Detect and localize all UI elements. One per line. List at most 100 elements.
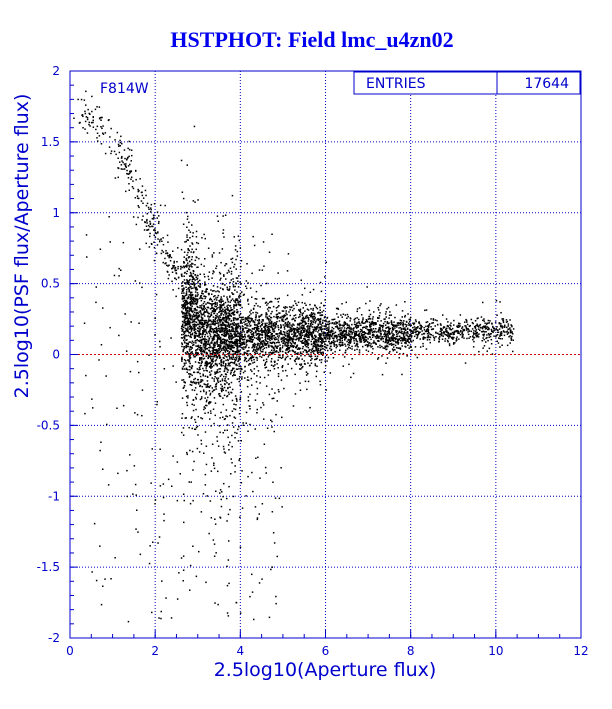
data-point [403,336,405,339]
data-point [182,308,185,310]
data-point [189,317,192,319]
data-point [358,333,360,336]
data-point [470,330,473,333]
data-point [231,434,233,437]
data-point [318,337,321,340]
data-point [222,215,224,217]
data-point [370,328,372,331]
data-point [219,310,222,313]
data-point [206,386,209,388]
data-point [284,351,287,354]
data-point [199,322,201,325]
data-point [473,330,475,332]
data-point [299,322,301,324]
data-point [326,336,328,338]
data-point [242,422,244,424]
data-point [207,335,209,338]
data-point [281,315,284,318]
data-point [327,321,329,323]
data-point [490,343,493,345]
data-point [323,325,325,327]
data-point [362,317,364,319]
data-point [200,297,203,299]
data-point [243,351,246,354]
data-point [409,333,412,336]
data-point [247,396,250,398]
data-point [259,338,261,341]
data-point [341,342,344,344]
data-point [329,347,331,350]
data-point [380,320,382,322]
data-point [192,299,194,301]
data-point [193,404,195,406]
data-point [252,328,254,330]
data-point [210,327,212,330]
data-point [342,365,344,367]
data-point [210,321,213,323]
data-point [317,347,320,350]
data-point [447,337,450,339]
data-point [216,302,218,304]
data-point [216,357,218,359]
data-point [194,356,196,358]
data-point [192,327,194,330]
data-point [246,331,248,333]
data-point [428,336,430,338]
data-point [407,340,409,342]
data-point [355,340,358,342]
data-point [190,348,192,351]
data-point [346,313,349,316]
data-point [223,323,225,326]
data-point [205,355,207,357]
data-point [205,351,208,354]
data-point [223,331,225,333]
data-point [230,391,232,394]
data-point [229,301,231,303]
data-point [304,339,307,342]
data-point [322,309,325,312]
data-point [473,326,476,328]
data-point [352,372,355,375]
data-point [191,332,194,335]
data-point [320,314,322,317]
data-point [421,325,423,328]
data-point [200,379,202,381]
data-point [252,307,255,310]
data-point [214,295,216,297]
data-point [506,333,509,335]
data-point [181,379,183,381]
data-point [506,326,508,329]
data-point [203,301,206,303]
data-point [241,306,243,309]
data-point [190,301,192,303]
data-point [258,318,260,321]
data-point [364,326,366,328]
data-point [193,323,195,325]
data-point [412,322,414,324]
data-point [248,337,251,340]
data-point [229,330,231,332]
data-point [241,330,244,332]
data-point [185,309,187,312]
data-point [500,334,503,336]
data-point [236,356,238,358]
data-point [511,335,513,338]
data-point [236,342,239,345]
data-point [312,351,314,353]
data-point [241,334,243,336]
data-point [433,336,435,338]
data-point [317,318,319,320]
data-point [397,322,400,324]
data-point [495,300,498,302]
data-point [214,323,216,325]
data-point [310,323,312,325]
data-point [471,328,474,330]
data-point [330,342,333,345]
data-point [182,427,185,429]
data-point [188,264,190,267]
data-point [305,316,307,318]
data-point [290,367,293,370]
data-point [189,320,191,322]
data-point [240,321,242,323]
data-point [348,332,350,334]
